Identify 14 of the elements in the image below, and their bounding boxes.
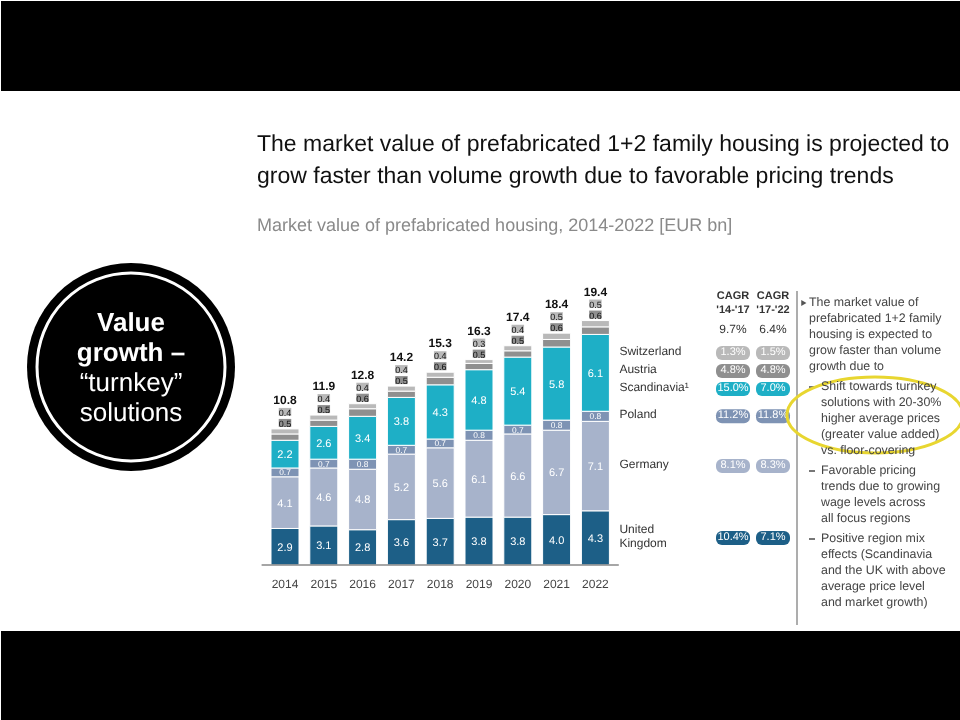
bar <box>425 384 455 440</box>
text: “turnkey” solutions <box>79 367 184 427</box>
bar <box>503 345 533 352</box>
bar <box>309 414 339 421</box>
bar <box>542 332 572 340</box>
bar <box>270 428 300 435</box>
chart-title: The market value of prefabricated 1+2 family housing is projected to grow faster than volume growth due to favorable pricing trends <box>257 133 950 189</box>
text: Value growth – <box>76 307 186 367</box>
bar <box>270 439 300 469</box>
bar <box>386 385 416 392</box>
chart-subtitle: Market value of prefabricated housing, 2014-2022 [EUR bn] <box>257 215 733 235</box>
bar <box>425 371 455 378</box>
bar <box>580 320 610 328</box>
bar <box>348 403 378 410</box>
